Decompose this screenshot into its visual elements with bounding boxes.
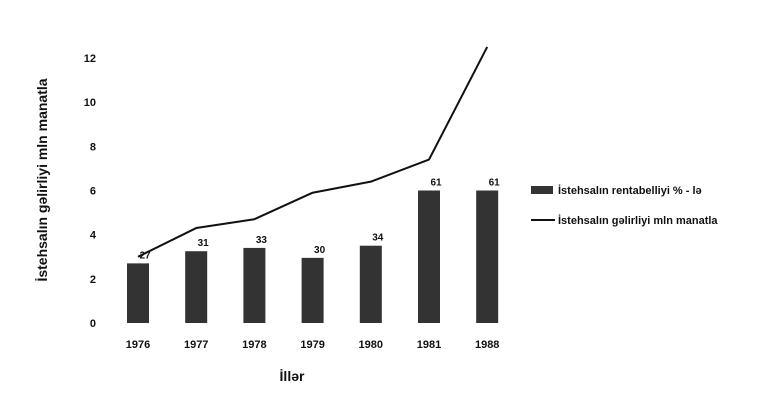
y-tick-label: 6	[90, 186, 96, 198]
bar-data-label: 33	[256, 235, 268, 246]
y-tick-label: 0	[90, 318, 96, 330]
y-tick-label: 10	[84, 97, 96, 109]
legend-line-label: İstehsalın gəlirliyi mln manatla	[558, 214, 718, 227]
x-axis-title: İllər	[280, 368, 305, 384]
x-axis-ticks: 1976 1977 1978 1979 1980 1981 1988	[126, 339, 500, 351]
bar	[185, 251, 208, 323]
x-tick-label: 1988	[475, 339, 499, 351]
y-axis-title: İstehsalın gəlirliyi mln manatla	[34, 78, 50, 281]
x-tick-label: 1980	[359, 339, 383, 351]
bar	[301, 257, 324, 323]
x-tick-label: 1979	[300, 339, 324, 351]
bar-data-label: 30	[314, 245, 326, 256]
bar-data-label: 27	[139, 250, 151, 261]
bar-data-labels: 27 31 33 30 34 61 61	[139, 178, 500, 262]
y-tick-label: 2	[90, 274, 96, 286]
bar-data-label: 61	[430, 178, 442, 189]
y-tick-label: 12	[84, 53, 96, 65]
bar	[476, 190, 499, 323]
bar-series	[127, 190, 499, 323]
line-series-path	[137, 46, 489, 258]
bar	[359, 245, 382, 323]
legend-bar-swatch	[531, 186, 553, 194]
x-tick-label: 1977	[184, 339, 208, 351]
bar-data-label: 61	[489, 178, 501, 189]
bar	[127, 263, 149, 323]
x-tick-label: 1981	[417, 339, 441, 351]
bar-data-label: 31	[198, 238, 210, 249]
x-tick-label: 1978	[242, 339, 266, 351]
bar	[243, 247, 266, 323]
line-series	[137, 46, 489, 258]
y-tick-label: 8	[90, 141, 96, 153]
y-tick-label: 4	[90, 230, 97, 242]
x-tick-label: 1976	[126, 339, 150, 351]
legend: İstehsalın rentabelliyi % - lə İstehsalı…	[531, 184, 718, 227]
bar	[418, 190, 440, 323]
y-axis-ticks: 0 2 4 6 8 10 12	[84, 53, 97, 330]
bar-data-label: 34	[372, 233, 384, 244]
legend-bar-label: İstehsalın rentabelliyi % - lə	[558, 184, 702, 197]
